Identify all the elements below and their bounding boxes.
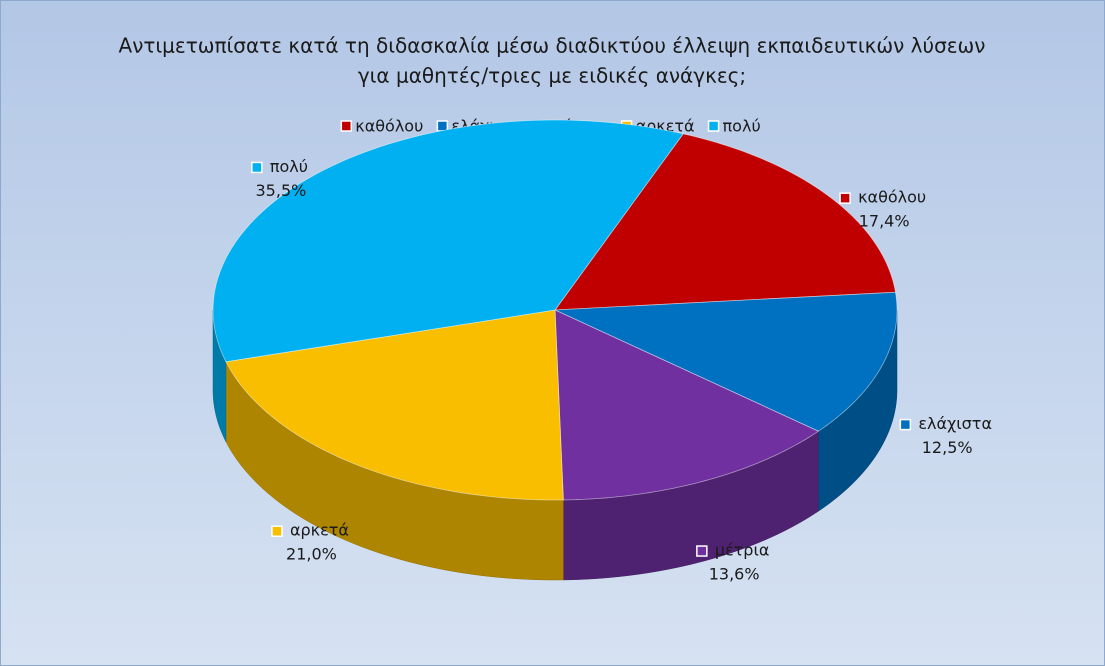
slice bbox=[554, 133, 896, 311]
data-label-name: καθόλου bbox=[858, 188, 926, 207]
data-label-name: μέτρια bbox=[715, 541, 770, 560]
legend-label: καθόλου bbox=[355, 117, 423, 136]
data-label-marker bbox=[696, 545, 708, 557]
data-labels: καθόλου 17,4% ελάχιστα 12,5% μέτρια 13,6% αρκε… bbox=[251, 157, 992, 584]
data-label-name: πολύ bbox=[270, 157, 308, 176]
data-label-value: 21,0% bbox=[286, 545, 337, 564]
chart-title: για μαθητές/τριες με ειδικές ανάγκες; bbox=[358, 64, 746, 88]
data-label-value: 17,4% bbox=[859, 212, 910, 231]
data-label-value: 35,5% bbox=[256, 181, 307, 200]
slice bbox=[554, 291, 898, 432]
data-label-marker bbox=[899, 418, 912, 431]
legend-marker bbox=[707, 120, 720, 132]
data-label-value: 13,6% bbox=[709, 565, 760, 584]
data-label-name: ελάχιστα bbox=[918, 414, 992, 433]
chart-title: Αντιμετωπίσατε κατά τη διδασκαλία μέσω δ… bbox=[119, 34, 986, 58]
pie-tops bbox=[212, 119, 898, 501]
data-label-marker bbox=[251, 161, 263, 174]
legend-marker bbox=[436, 120, 449, 132]
legend-marker bbox=[340, 120, 353, 132]
slice bbox=[554, 309, 820, 501]
data-label-name: αρκετά bbox=[290, 521, 349, 540]
legend-label: πολύ bbox=[723, 117, 761, 136]
data-label-marker bbox=[271, 525, 283, 537]
slice bbox=[225, 309, 564, 501]
data-label-value: 12,5% bbox=[922, 438, 973, 457]
slice bbox=[212, 119, 684, 363]
pie-sides bbox=[212, 309, 898, 581]
data-label-marker bbox=[839, 192, 851, 204]
